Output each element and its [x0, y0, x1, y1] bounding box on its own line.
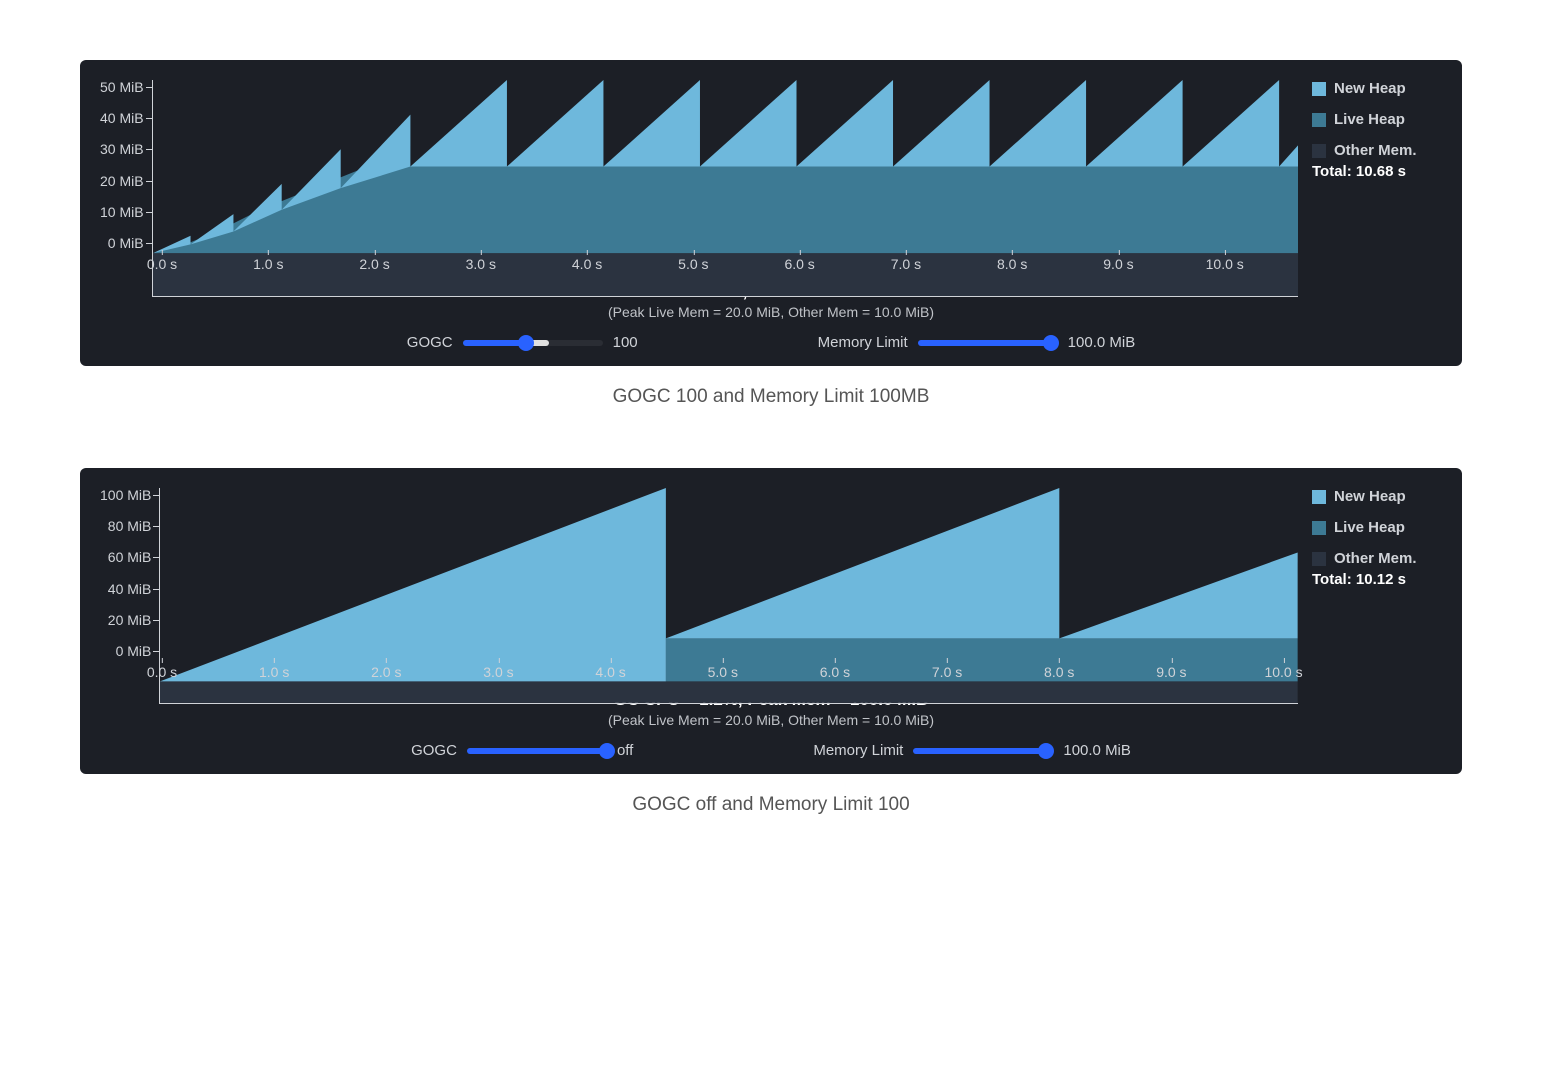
x-tick-label: 5.0 s	[708, 664, 738, 680]
x-tick-label: 4.0 s	[572, 256, 602, 272]
legend-swatch	[1312, 552, 1326, 566]
gogc-label: GOGC	[411, 742, 457, 759]
y-tick-label: 60 MiB	[108, 550, 152, 564]
x-tick-label: 6.0 s	[784, 256, 814, 272]
x-tick-label: 3.0 s	[483, 664, 513, 680]
legend-label: Live Heap	[1334, 519, 1405, 536]
y-tick-label: 40 MiB	[108, 582, 152, 596]
y-tick-label: 0 MiB	[116, 644, 152, 658]
x-tick-label: 5.0 s	[678, 256, 708, 272]
new-heap-cycle	[1086, 80, 1183, 167]
legend-label: New Heap	[1334, 488, 1406, 505]
x-tick-label: 4.0 s	[595, 664, 625, 680]
new-heap-cycle	[1060, 552, 1298, 638]
y-axis: 50 MiB 40 MiB 30 MiB 20 MiB 10 MiB 0 MiB	[100, 80, 152, 250]
new-heap-cycle	[507, 80, 604, 167]
memlimit-control: Memory Limit 100.0 MiB	[813, 742, 1131, 759]
memlimit-label: Memory Limit	[818, 334, 908, 351]
legend-item: Other Mem.	[1312, 142, 1442, 159]
legend-item: Live Heap	[1312, 111, 1442, 128]
y-tick-label: 50 MiB	[100, 80, 144, 94]
new-heap-cycle	[410, 80, 507, 167]
x-tick-label: 6.0 s	[820, 664, 850, 680]
memlimit-control: Memory Limit 100.0 MiB	[818, 334, 1136, 351]
new-heap-cycle	[989, 80, 1086, 167]
x-tick-label: 9.0 s	[1156, 664, 1186, 680]
legend: New Heap Live Heap Other Mem.	[1297, 488, 1442, 567]
legend-swatch	[1312, 144, 1326, 158]
legend-swatch	[1312, 490, 1326, 504]
gogc-control: GOGC 100	[407, 334, 638, 351]
gogc-slider[interactable]	[467, 748, 607, 754]
controls-row: GOGC 100 Memory Limit 100.0 MiB	[100, 334, 1442, 351]
chart-caption: GOGC 100 and Memory Limit 100MB	[40, 386, 1502, 408]
new-heap-cycle	[893, 80, 990, 167]
legend-label: Other Mem.	[1334, 550, 1417, 567]
y-tick-label: 30 MiB	[100, 142, 144, 156]
new-heap-cycle	[700, 80, 797, 167]
new-heap-cycle	[160, 488, 666, 681]
x-tick-label: 2.0 s	[359, 256, 389, 272]
x-axis: 0.0 s1.0 s2.0 s3.0 s4.0 s5.0 s6.0 s7.0 s…	[162, 250, 1297, 272]
gogc-slider[interactable]	[463, 340, 603, 346]
gogc-label: GOGC	[407, 334, 453, 351]
chart-panel-1: 100 MiB 80 MiB 60 MiB 40 MiB 20 MiB 0 MiB New…	[80, 468, 1462, 774]
legend-label: New Heap	[1334, 80, 1406, 97]
x-tick-label: 1.0 s	[259, 664, 289, 680]
y-tick-label: 20 MiB	[100, 174, 144, 188]
other-mem-area	[160, 681, 1298, 702]
total-time-label: Total: 10.12 s	[1297, 571, 1442, 588]
memlimit-label: Memory Limit	[813, 742, 903, 759]
total-time-label: Total: 10.68 s	[1297, 163, 1442, 180]
chart-caption: GOGC off and Memory Limit 100	[40, 794, 1502, 816]
x-tick-label: 0.0 s	[147, 256, 177, 272]
x-tick-label: 0.0 s	[147, 664, 177, 680]
new-heap-cycle	[1182, 80, 1279, 167]
y-tick-label: 20 MiB	[108, 613, 152, 627]
gogc-control: GOGC off	[411, 742, 633, 759]
x-tick-label: 2.0 s	[371, 664, 401, 680]
new-heap-cycle	[666, 488, 1059, 638]
x-tick-label: 10.0 s	[1264, 664, 1302, 680]
legend-item: New Heap	[1312, 80, 1442, 97]
legend-swatch	[1312, 82, 1326, 96]
legend-swatch	[1312, 113, 1326, 127]
y-axis: 100 MiB 80 MiB 60 MiB 40 MiB 20 MiB 0 MiB	[100, 488, 159, 658]
memlimit-slider[interactable]	[918, 340, 1058, 346]
memlimit-value: 100.0 MiB	[1063, 742, 1131, 759]
x-tick-label: 8.0 s	[997, 256, 1027, 272]
stats-sub: (Peak Live Mem = 20.0 MiB, Other Mem = 1…	[100, 712, 1442, 728]
memlimit-value: 100.0 MiB	[1068, 334, 1136, 351]
gogc-value: off	[617, 742, 633, 759]
new-heap-cycle	[796, 80, 893, 167]
x-axis: 0.0 s1.0 s2.0 s3.0 s4.0 s5.0 s6.0 s7.0 s…	[162, 658, 1297, 680]
y-tick-label: 40 MiB	[100, 111, 144, 125]
y-tick-label: 80 MiB	[108, 519, 152, 533]
gogc-value: 100	[613, 334, 638, 351]
x-tick-label: 7.0 s	[932, 664, 962, 680]
legend-swatch	[1312, 521, 1326, 535]
legend-item: Live Heap	[1312, 519, 1442, 536]
x-tick-label: 8.0 s	[1044, 664, 1074, 680]
x-tick-label: 3.0 s	[466, 256, 496, 272]
y-tick-label: 10 MiB	[100, 205, 144, 219]
chart-panel-0: 50 MiB 40 MiB 30 MiB 20 MiB 10 MiB 0 MiB New …	[80, 60, 1462, 366]
x-tick-label: 9.0 s	[1103, 256, 1133, 272]
legend: New Heap Live Heap Other Mem.	[1297, 80, 1442, 159]
stats-sub: (Peak Live Mem = 20.0 MiB, Other Mem = 1…	[100, 304, 1442, 320]
new-heap-cycle	[603, 80, 700, 167]
memlimit-slider[interactable]	[913, 748, 1053, 754]
legend-item: Other Mem.	[1312, 550, 1442, 567]
new-heap-cycle	[1279, 145, 1298, 167]
x-tick-label: 10.0 s	[1206, 256, 1244, 272]
legend-item: New Heap	[1312, 488, 1442, 505]
legend-label: Live Heap	[1334, 111, 1405, 128]
x-tick-label: 7.0 s	[891, 256, 921, 272]
controls-row: GOGC off Memory Limit 100.0 MiB	[100, 742, 1442, 759]
legend-label: Other Mem.	[1334, 142, 1417, 159]
y-tick-label: 100 MiB	[100, 488, 151, 502]
x-tick-label: 1.0 s	[253, 256, 283, 272]
y-tick-label: 0 MiB	[108, 236, 144, 250]
